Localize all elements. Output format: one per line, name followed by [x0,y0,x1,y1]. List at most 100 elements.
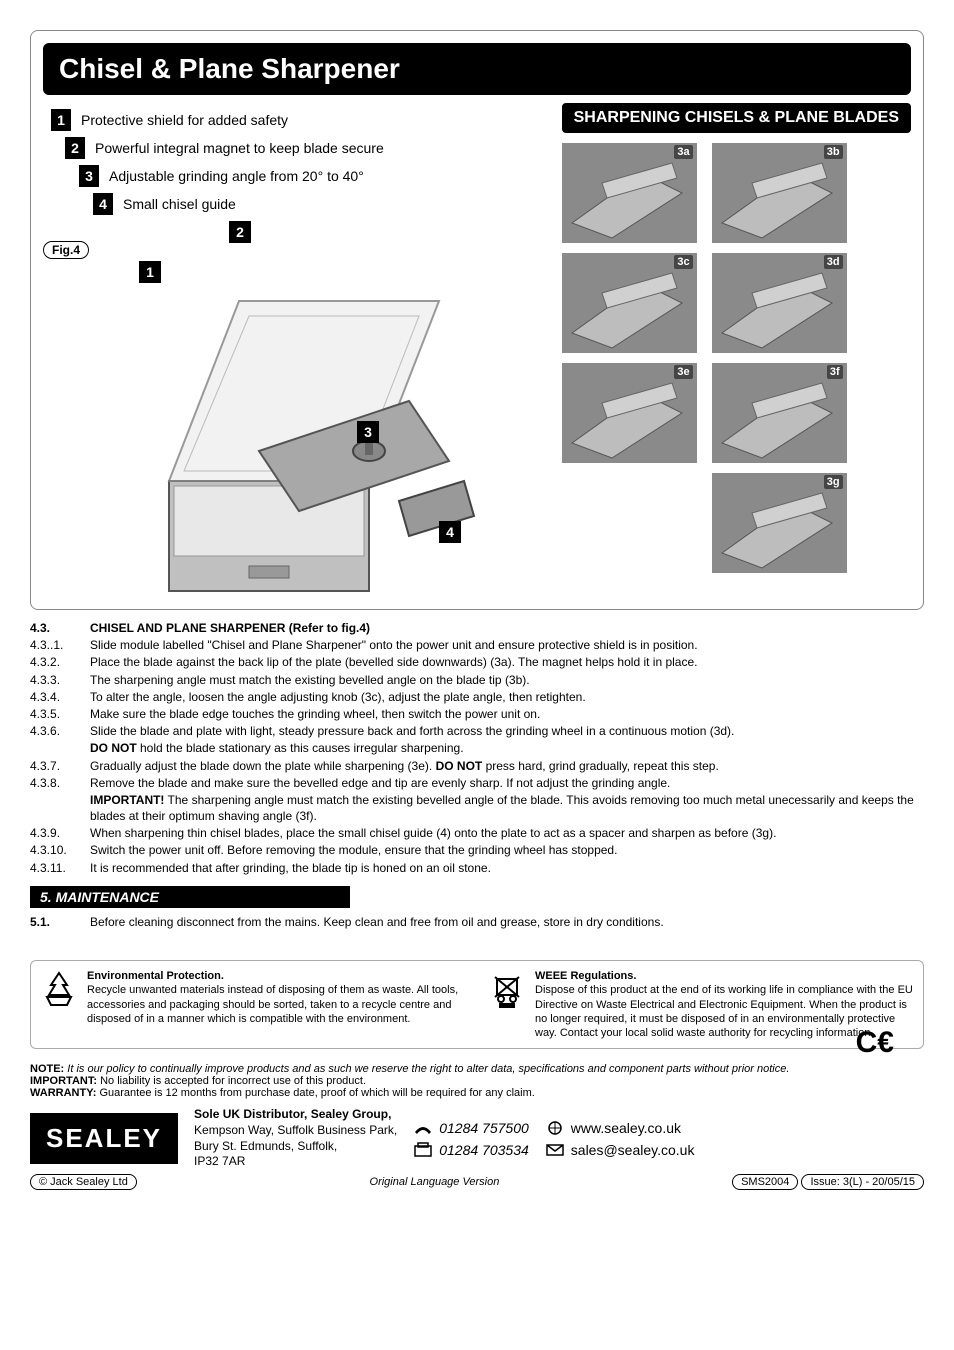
instruction-text: Slide module labelled "Chisel and Plane … [90,637,924,653]
step-thumb-3f: 3f [712,363,847,463]
addr-line-1: Bury St. Edmunds, Suffolk, [194,1139,337,1153]
instruction-num: 4.3.11. [30,860,90,876]
instruction-row: 4.3.6.Slide the blade and plate with lig… [30,723,924,739]
instruction-num: 4.3.5. [30,706,90,722]
sec5-text: Before cleaning disconnect from the main… [90,914,924,930]
instruction-num: 4.3.10. [30,842,90,858]
feature-num: 3 [79,165,99,187]
sealey-logo: SEALEY [30,1113,178,1164]
instruction-text: Make sure the blade edge touches the gri… [90,706,924,722]
phone-number: 01284 757500 [439,1120,529,1136]
step-thumb-3b: 3b [712,143,847,243]
env-title: Environmental Protection. [87,970,224,982]
feature-num: 4 [93,193,113,215]
instruction-row: 4.3.8.Remove the blade and make sure the… [30,775,924,791]
feature-4: 4 Small chisel guide [93,193,562,215]
bottom-line: © Jack Sealey Ltd Original Language Vers… [30,1174,924,1190]
step-thumb-3a: 3a [562,143,697,243]
addr-line-0: Kempson Way, Suffolk Business Park, [194,1123,397,1137]
instruction-num: 4.3.9. [30,825,90,841]
instruction-num: 4.3..1. [30,637,90,653]
addr-line-2: IP32 7AR [194,1154,245,1168]
feature-text: Small chisel guide [123,196,236,212]
sec43-title: CHISEL AND PLANE SHARPENER (Refer to fig… [90,620,924,636]
callout-2: 2 [229,221,251,243]
step-tag: 3g [824,475,843,489]
step-tag: 3b [824,145,843,159]
callout-3: 3 [357,421,379,443]
feature-text: Powerful integral magnet to keep blade s… [95,140,384,156]
callout-1: 1 [139,261,161,283]
figure-label: Fig.4 [43,241,89,259]
contact-web-email: www.sealey.co.uk sales@sealey.co.uk [545,1120,695,1158]
sec5-num: 5.1. [30,914,90,930]
warranty-text: Guarantee is 12 months from purchase dat… [99,1087,534,1099]
step-tag: 3f [827,365,843,379]
instruction-text: When sharpening thin chisel blades, plac… [90,825,924,841]
note-text: It is our policy to continually improve … [67,1063,789,1075]
weee-icon [487,969,527,1009]
issue-number: Issue: 3(L) - 20/05/15 [801,1174,924,1190]
instruction-text: Gradually adjust the blade down the plat… [90,758,924,774]
feature-num: 2 [65,137,85,159]
info-boxes: Environmental Protection. Recycle unwant… [30,960,924,1049]
instruction-num [30,792,90,824]
original-language: Original Language Version [370,1176,500,1188]
email-address: sales@sealey.co.uk [571,1142,695,1158]
instruction-row: IMPORTANT! The sharpening angle must mat… [30,792,924,824]
instruction-text: Switch the power unit off. Before removi… [90,842,924,858]
addr-title: Sole UK Distributor, Sealey Group, [194,1107,391,1121]
main-diagram: 1 2 3 4 [109,221,489,601]
instruction-num: 4.3.6. [30,723,90,739]
weee-box: WEEE Regulations. Dispose of this produc… [487,969,915,1040]
feature-2: 2 Powerful integral magnet to keep blade … [65,137,562,159]
section-4-3: 4.3. CHISEL AND PLANE SHARPENER (Refer t… [30,620,924,876]
instruction-row: 4.3.10.Switch the power unit off. Before… [30,842,924,858]
right-col: SHARPENING CHISELS & PLANE BLADES 3a3b3c… [562,103,911,573]
weee-title: WEEE Regulations. [535,970,636,982]
section-5-body: 5.1. Before cleaning disconnect from the… [30,914,924,930]
main-title: Chisel & Plane Sharpener [43,43,911,95]
env-box: Environmental Protection. Recycle unwant… [39,969,467,1040]
sec43-num: 4.3. [30,620,90,636]
web-url: www.sealey.co.uk [571,1120,681,1136]
top-row: 1Protective shield for added safety2Powe… [43,103,911,601]
instruction-num: 4.3.7. [30,758,90,774]
instruction-num: 4.3.8. [30,775,90,791]
step-tag: 3c [674,255,692,269]
instruction-text: It is recommended that after grinding, t… [90,860,924,876]
instruction-row: 4.3.9.When sharpening thin chisel blades… [30,825,924,841]
instruction-text: The sharpening angle must match the exis… [90,672,924,688]
instruction-text: Remove the blade and make sure the bevel… [90,775,924,791]
distributor-address: Sole UK Distributor, Sealey Group, Kemps… [194,1107,397,1169]
model-number: SMS2004 [732,1174,798,1190]
step-tag: 3e [674,365,692,379]
instruction-num: 4.3.2. [30,654,90,670]
copyright: © Jack Sealey Ltd [30,1174,137,1190]
step-thumb-3d: 3d [712,253,847,353]
instruction-text: DO NOT hold the blade stationary as this… [90,740,924,756]
instruction-row: 4.3.11.It is recommended that after grin… [30,860,924,876]
instruction-num: 4.3.4. [30,689,90,705]
instruction-num: 4.3.3. [30,672,90,688]
policy-notes: NOTE: It is our policy to continually im… [30,1063,924,1099]
instruction-text: To alter the angle, loosen the angle adj… [90,689,924,705]
footer: SEALEY Sole UK Distributor, Sealey Group… [30,1107,924,1169]
instruction-row: 4.3.2.Place the blade against the back l… [30,654,924,670]
email-icon [545,1142,565,1158]
fax-number: 01284 703534 [439,1142,529,1158]
instruction-text: Slide the blade and plate with light, st… [90,723,924,739]
step-tag: 3a [674,145,692,159]
contact-phone-fax: 01284 757500 01284 703534 [413,1120,529,1158]
features-list: 1Protective shield for added safety2Powe… [43,103,562,601]
web-icon [545,1120,565,1136]
ce-mark: C€ [856,1026,894,1060]
instruction-row: DO NOT hold the blade stationary as this… [30,740,924,756]
fax-icon [413,1142,433,1158]
callout-4: 4 [439,521,461,543]
feature-num: 1 [51,109,71,131]
section-5-heading: 5. MAINTENANCE [30,886,350,908]
recycle-icon [39,969,79,1009]
env-body: Recycle unwanted materials instead of di… [87,984,458,1025]
feature-text: Adjustable grinding angle from 20° to 40… [109,168,364,184]
